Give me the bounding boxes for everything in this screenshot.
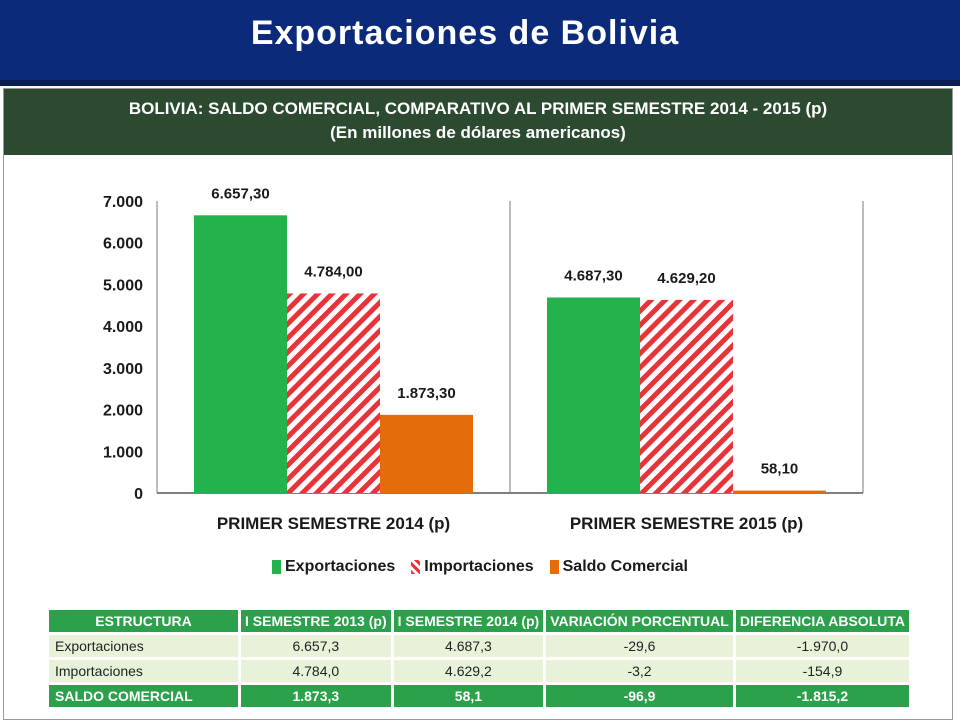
- legend-swatch: [549, 560, 559, 574]
- table-row: Importaciones 4.784,0 4.629,2 -3,2 -154,…: [49, 660, 909, 682]
- y-tick-label: 7.000: [103, 194, 143, 211]
- title-bar-strip: [0, 80, 960, 86]
- y-tick-label: 3.000: [103, 361, 143, 378]
- data-label: 6.657,30: [211, 185, 269, 202]
- legend-swatch: [272, 560, 281, 574]
- table-cell: 4.687,3: [393, 635, 544, 657]
- bar: [640, 299, 733, 493]
- legend-label: Exportaciones: [285, 558, 396, 575]
- bar-chart: 0 1.000 2.000 3.000 4.000 5.000 6.000 7.000 6.65…: [103, 185, 864, 533]
- table-cell: -1.815,2: [735, 685, 909, 707]
- slide-title: Exportaciones de Bolivia: [250, 14, 680, 52]
- y-tick-label: 0: [134, 486, 143, 503]
- legend-swatch: [411, 560, 421, 574]
- bar: [733, 490, 826, 493]
- data-label: 1.873,30: [397, 385, 455, 402]
- table-header-cell: ESTRUCTURA: [49, 610, 239, 632]
- x-category-label: PRIMER SEMESTRE 2014 (p): [217, 514, 450, 533]
- table-header-cell: DIFERENCIA ABSOLUTA: [735, 610, 909, 632]
- title-bar: [0, 0, 960, 80]
- legend-label: Saldo Comercial: [562, 558, 688, 575]
- table-cell: -1.970,0: [735, 635, 909, 657]
- table-cell: 6.657,3: [241, 635, 391, 657]
- y-tick-label: 2.000: [103, 403, 143, 420]
- bar: [380, 414, 473, 493]
- legend-item-saldo: Saldo Comercial: [549, 558, 688, 576]
- legend-item-importaciones: Importaciones: [411, 558, 534, 576]
- y-tick-label: 1.000: [103, 444, 143, 461]
- summary-table: ESTRUCTURA I SEMESTRE 2013 (p) I SEMESTR…: [46, 607, 912, 710]
- chart-legend: Exportaciones Importaciones Saldo Comerc…: [0, 558, 960, 576]
- table-row: Exportaciones 6.657,3 4.687,3 -29,6 -1.9…: [49, 635, 909, 657]
- table-cell: 4.784,0: [241, 660, 391, 682]
- bar: [194, 215, 287, 494]
- table-header-cell: VARIACIÓN PORCENTUAL: [546, 610, 733, 632]
- data-label: 58,10: [761, 461, 799, 478]
- table-header-cell: I SEMESTRE 2013 (p): [241, 610, 391, 632]
- summary-table-wrap: ESTRUCTURA I SEMESTRE 2013 (p) I SEMESTR…: [46, 607, 912, 710]
- table-cell: 1.873,3: [241, 685, 391, 707]
- table-header-cell: I SEMESTRE 2014 (p): [393, 610, 544, 632]
- y-tick-label: 4.000: [103, 319, 143, 336]
- table-cell: Importaciones: [49, 660, 239, 682]
- table-cell: -154,9: [735, 660, 909, 682]
- x-category-label: PRIMER SEMESTRE 2015 (p): [570, 514, 803, 533]
- legend-item-exportaciones: Exportaciones: [272, 558, 395, 576]
- chart-header: BOLIVIA: SALDO COMERCIAL, COMPARATIVO AL…: [4, 89, 952, 155]
- bar: [547, 297, 640, 493]
- legend-label: Importaciones: [424, 558, 534, 575]
- data-label: 4.784,00: [304, 263, 362, 280]
- table-cell: 4.629,2: [393, 660, 544, 682]
- table-header-row: ESTRUCTURA I SEMESTRE 2013 (p) I SEMESTR…: [49, 610, 909, 632]
- chart-subtitle: (En millones de dólares americanos): [330, 123, 626, 142]
- table-cell: SALDO COMERCIAL: [49, 685, 239, 707]
- table-cell: Exportaciones: [49, 635, 239, 657]
- table-cell: -96,9: [546, 685, 733, 707]
- y-tick-label: 6.000: [103, 236, 143, 253]
- table-cell: 58,1: [393, 685, 544, 707]
- table-total-row: SALDO COMERCIAL 1.873,3 58,1 -96,9 -1.81…: [49, 685, 909, 707]
- table-cell: -29,6: [546, 635, 733, 657]
- chart-title: BOLIVIA: SALDO COMERCIAL, COMPARATIVO AL…: [128, 99, 828, 118]
- y-tick-label: 5.000: [103, 277, 143, 294]
- bar: [287, 293, 380, 493]
- data-label: 4.629,20: [657, 270, 715, 287]
- data-label: 4.687,30: [564, 267, 622, 284]
- table-cell: -3,2: [546, 660, 733, 682]
